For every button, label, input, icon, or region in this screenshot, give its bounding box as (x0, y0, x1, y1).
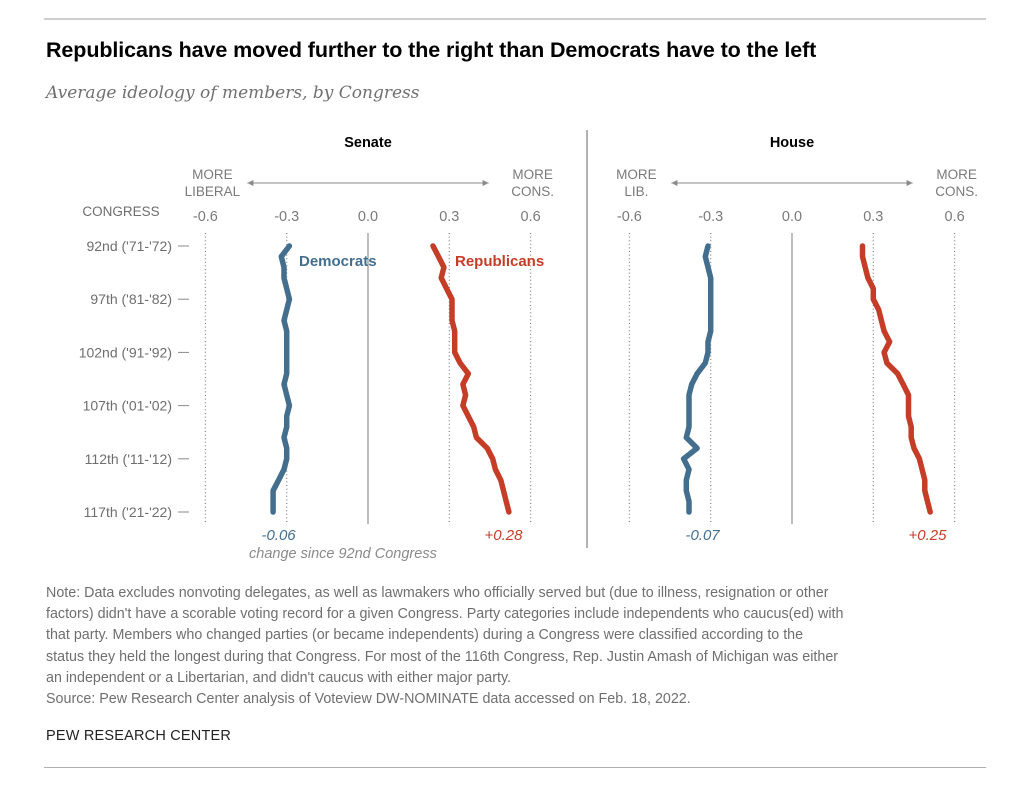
house-x-tick-label: 0.6 (945, 209, 965, 225)
source-line: Source: Pew Research Center analysis of … (46, 691, 691, 708)
note-line: an independent or a Libertarian, and did… (46, 669, 512, 686)
legend-republicans: Republicans (455, 253, 544, 270)
y-tick-label: 107th ('01-'02) (83, 398, 172, 414)
arrow-left-icon (671, 180, 678, 186)
chart-title: Republicans have moved further to the ri… (46, 38, 817, 62)
house-democrats-line (680, 243, 714, 515)
note-block: Note: Data excludes nonvoting delegates,… (46, 583, 991, 710)
house-republicans-change-label: +0.25 (909, 527, 948, 544)
senate-republicans-change-label: +0.28 (485, 527, 524, 544)
note-line: that party. Members who changed parties … (46, 627, 804, 644)
note-line: status they held the longest during that… (46, 648, 839, 665)
y-axis-label: CONGRESS (82, 204, 159, 219)
house-left-direction-label: LIB. (624, 184, 648, 199)
arrow-right-icon (906, 180, 913, 186)
chart-canvas: CONGRESS 92nd ('71-'72) 97th ('81-'82) 102n… (79, 130, 978, 562)
senate-left-direction-label: MORE (192, 167, 233, 182)
senate-left-direction-label: LIBERAL (185, 184, 241, 199)
house-x-tick-label: 0.0 (782, 209, 802, 225)
senate-democrats-change-label: -0.06 (261, 527, 296, 544)
senate-x-tick-label: -0.6 (193, 209, 218, 225)
y-tick-label: 117th ('21-'22) (84, 504, 172, 520)
brand-logo-text: PEW RESEARCH CENTER (46, 728, 232, 744)
house-panel-title: House (770, 135, 814, 151)
house-x-tick-label: -0.3 (698, 209, 723, 225)
senate-panel-title: Senate (344, 135, 392, 151)
house-left-direction-label: MORE (616, 167, 657, 182)
change-caption: change since 92nd Congress (249, 546, 437, 562)
top-rule (44, 18, 986, 20)
house-right-direction-label: CONS. (935, 184, 978, 199)
senate-x-tick-label: 0.6 (521, 209, 541, 225)
house-right-direction-label: MORE (936, 167, 977, 182)
y-tick-label: 102nd ('91-'92) (79, 344, 172, 360)
senate-x-tick-label: -0.3 (274, 209, 299, 225)
senate-republicans-line (430, 243, 512, 515)
arrow-left-icon (247, 180, 254, 186)
house-x-tick-label: -0.6 (617, 209, 642, 225)
senate-x-tick-label: 0.3 (439, 209, 459, 225)
house-republicans-line (859, 243, 933, 515)
note-line: Note: Data excludes nonvoting delegates,… (46, 585, 829, 601)
note-line: factors) didn't have a scorable voting r… (46, 606, 844, 623)
chart-subtitle: Average ideology of members, by Congress (46, 83, 420, 103)
y-tick-label: 112th ('11-'12) (85, 451, 172, 467)
y-tick-label: 92nd ('71-'72) (86, 238, 172, 254)
senate-x-tick-label: 0.0 (358, 209, 378, 225)
legend-democrats: Democrats (299, 253, 377, 270)
house-x-tick-label: 0.3 (863, 209, 883, 225)
y-tick-label: 97th ('81-'82) (90, 291, 172, 307)
bottom-rule (44, 767, 986, 768)
senate-right-direction-label: CONS. (511, 184, 554, 199)
house-democrats-change-label: -0.07 (685, 527, 720, 544)
senate-democrats-line (270, 243, 293, 515)
arrow-right-icon (482, 180, 489, 186)
senate-right-direction-label: MORE (512, 167, 553, 182)
